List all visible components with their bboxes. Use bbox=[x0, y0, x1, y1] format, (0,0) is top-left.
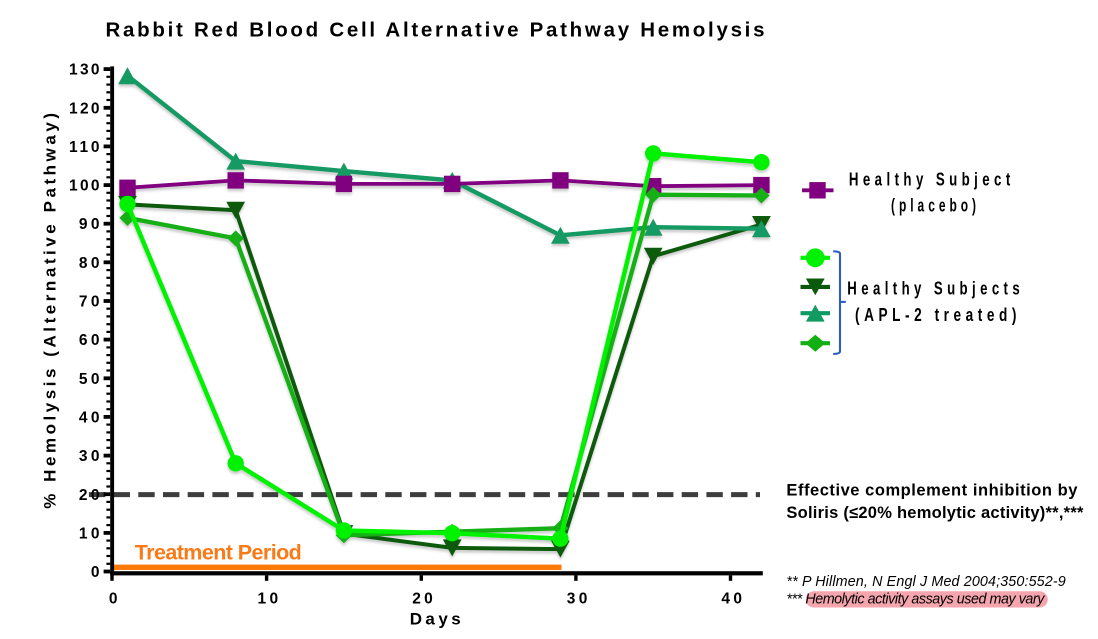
svg-text:40: 40 bbox=[79, 410, 100, 427]
svg-text:60: 60 bbox=[79, 332, 100, 349]
svg-text:50: 50 bbox=[79, 371, 100, 388]
svg-text:Healthy Subjects: Healthy Subjects bbox=[847, 279, 1024, 299]
svg-text:90: 90 bbox=[79, 216, 100, 233]
svg-text:Soliris (≤20% hemolytic activi: Soliris (≤20% hemolytic activity)**,*** bbox=[786, 504, 1084, 522]
svg-text:30: 30 bbox=[567, 590, 588, 607]
svg-text:Treatment Period: Treatment Period bbox=[135, 540, 302, 564]
svg-text:100: 100 bbox=[69, 178, 100, 195]
svg-text:130: 130 bbox=[69, 62, 100, 79]
svg-text:*** Hemolytic activity assays: *** Hemolytic activity assays used may v… bbox=[786, 592, 1045, 608]
svg-text:40: 40 bbox=[721, 590, 742, 607]
svg-text:0: 0 bbox=[109, 590, 118, 607]
svg-text:30: 30 bbox=[79, 448, 100, 465]
svg-text:** P Hillmen, N Engl J Med 200: ** P Hillmen, N Engl J Med 2004;350:552-… bbox=[786, 574, 1065, 590]
svg-text:Rabbit Red Blood Cell Alternat: Rabbit Red Blood Cell Alternative Pathwa… bbox=[106, 18, 765, 41]
svg-text:120: 120 bbox=[69, 100, 100, 117]
svg-text:0: 0 bbox=[91, 564, 100, 581]
svg-text:80: 80 bbox=[79, 255, 100, 272]
svg-text:Effective complement inhibitio: Effective complement inhibition by bbox=[786, 481, 1078, 499]
svg-text:10: 10 bbox=[79, 525, 100, 542]
svg-text:20: 20 bbox=[412, 590, 433, 607]
svg-text:70: 70 bbox=[79, 294, 100, 311]
svg-text:110: 110 bbox=[69, 139, 100, 156]
svg-text:Days: Days bbox=[410, 609, 461, 628]
svg-text:Healthy Subject: Healthy Subject bbox=[849, 169, 1015, 189]
svg-text:% Hemolysis (Alternative Pathw: % Hemolysis (Alternative Pathway) bbox=[41, 113, 60, 509]
svg-text:(placebo): (placebo) bbox=[891, 195, 980, 215]
svg-text:(APL-2 treated): (APL-2 treated) bbox=[855, 305, 1021, 325]
svg-text:10: 10 bbox=[258, 590, 279, 607]
